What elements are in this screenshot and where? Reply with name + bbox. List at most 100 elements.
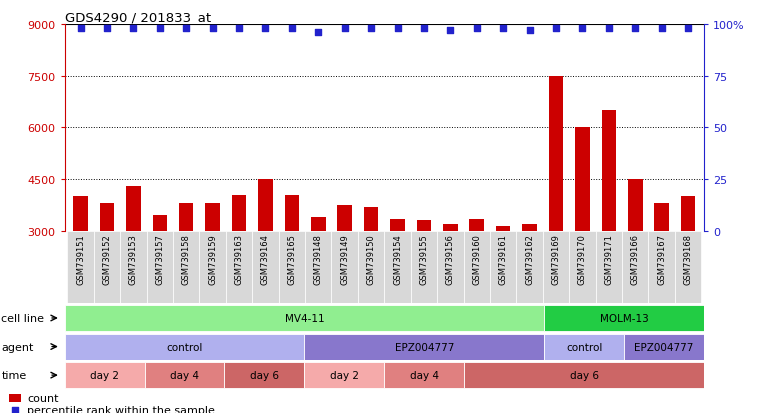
Text: GSM739152: GSM739152: [103, 233, 111, 284]
Point: [101, 26, 113, 32]
Bar: [305, 231, 332, 304]
Text: count: count: [27, 393, 59, 403]
Bar: [285, 195, 299, 335]
Point: [629, 26, 642, 32]
Bar: [147, 231, 173, 304]
Bar: [332, 231, 358, 304]
Bar: [470, 219, 484, 335]
Text: GSM739156: GSM739156: [446, 233, 455, 284]
Text: GSM739165: GSM739165: [288, 233, 296, 284]
Point: [550, 26, 562, 32]
Bar: [384, 231, 411, 304]
Point: [470, 26, 482, 32]
Bar: [654, 204, 669, 335]
Bar: [126, 187, 141, 335]
Text: GSM739164: GSM739164: [261, 233, 270, 284]
Bar: [252, 231, 279, 304]
Bar: [120, 231, 147, 304]
Text: day 4: day 4: [409, 370, 439, 380]
Bar: [65, 334, 304, 360]
Bar: [544, 334, 624, 360]
Text: MOLM-13: MOLM-13: [600, 313, 648, 323]
Bar: [390, 219, 405, 335]
Point: [312, 30, 324, 36]
Bar: [549, 76, 563, 335]
Text: GSM739166: GSM739166: [631, 233, 640, 284]
Text: cell line: cell line: [2, 313, 44, 323]
Bar: [464, 362, 704, 388]
Text: EPZ004777: EPZ004777: [394, 342, 454, 352]
Point: [154, 26, 166, 32]
Bar: [279, 231, 305, 304]
Bar: [463, 231, 490, 304]
Text: control: control: [566, 342, 602, 352]
Text: GSM739160: GSM739160: [473, 233, 481, 284]
Bar: [601, 111, 616, 335]
Text: GSM739150: GSM739150: [367, 233, 376, 284]
Point: [233, 26, 245, 32]
Text: control: control: [167, 342, 202, 352]
Point: [655, 26, 667, 32]
Point: [603, 26, 615, 32]
Point: [127, 26, 139, 32]
Bar: [337, 206, 352, 335]
Text: MV4-11: MV4-11: [285, 313, 324, 323]
Bar: [65, 362, 145, 388]
Text: GDS4290 / 201833_at: GDS4290 / 201833_at: [65, 11, 211, 24]
Bar: [675, 231, 702, 304]
Text: EPZ004777: EPZ004777: [634, 342, 694, 352]
Text: day 2: day 2: [330, 370, 359, 380]
Bar: [496, 226, 511, 335]
Text: GSM739162: GSM739162: [525, 233, 534, 284]
Point: [9, 407, 21, 413]
Bar: [622, 231, 648, 304]
Text: GSM739161: GSM739161: [498, 233, 508, 284]
Bar: [544, 305, 704, 331]
Bar: [411, 231, 437, 304]
Text: day 4: day 4: [170, 370, 199, 380]
Bar: [152, 216, 167, 335]
Bar: [628, 180, 642, 335]
Bar: [648, 231, 675, 304]
Bar: [205, 204, 220, 335]
Point: [260, 26, 272, 32]
Point: [524, 28, 536, 34]
Bar: [145, 362, 224, 388]
Bar: [232, 195, 247, 335]
Text: day 2: day 2: [90, 370, 119, 380]
Point: [576, 26, 588, 32]
Bar: [575, 128, 590, 335]
Bar: [522, 224, 537, 335]
Bar: [258, 180, 272, 335]
Point: [497, 26, 509, 32]
Text: agent: agent: [2, 342, 33, 352]
Text: GSM739154: GSM739154: [393, 233, 402, 284]
Bar: [543, 231, 569, 304]
Text: GSM739169: GSM739169: [552, 233, 561, 284]
Bar: [681, 197, 696, 335]
Point: [206, 26, 218, 32]
Text: GSM739159: GSM739159: [208, 233, 217, 284]
Bar: [358, 231, 384, 304]
Bar: [384, 362, 464, 388]
Text: day 6: day 6: [250, 370, 279, 380]
Text: GSM739158: GSM739158: [182, 233, 191, 284]
Bar: [73, 197, 88, 335]
Bar: [9, 394, 21, 402]
Bar: [173, 231, 199, 304]
Bar: [100, 204, 114, 335]
Point: [418, 26, 430, 32]
Bar: [624, 334, 704, 360]
Text: day 6: day 6: [569, 370, 599, 380]
Bar: [596, 231, 622, 304]
Bar: [67, 231, 94, 304]
Text: GSM739167: GSM739167: [658, 233, 666, 284]
Text: percentile rank within the sample: percentile rank within the sample: [27, 405, 215, 413]
Bar: [569, 231, 596, 304]
Point: [339, 26, 351, 32]
Bar: [199, 231, 226, 304]
Bar: [304, 362, 384, 388]
Bar: [364, 207, 378, 335]
Text: GSM739153: GSM739153: [129, 233, 138, 284]
Point: [444, 28, 457, 34]
